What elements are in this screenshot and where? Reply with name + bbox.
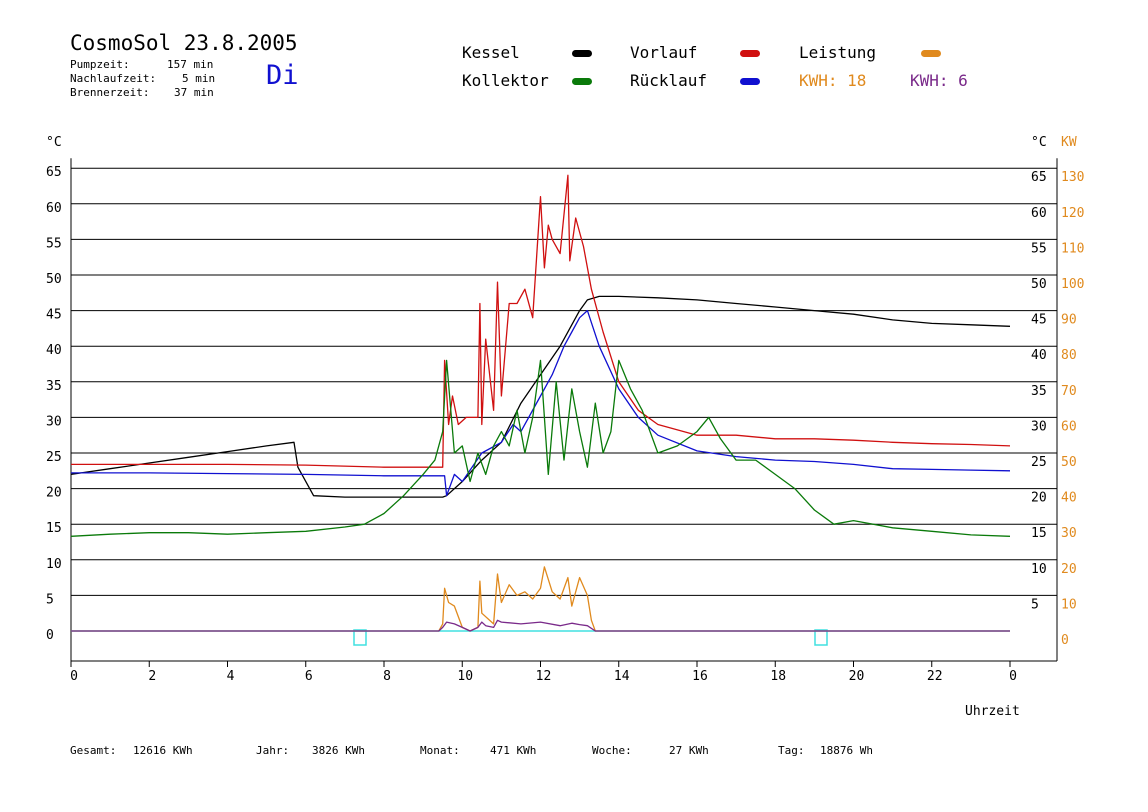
timer-marker [353,629,367,646]
x-tick-label: 22 [927,669,943,684]
y-kw-tick-label: 100 [1061,277,1084,292]
y-right-tick-label: 35 [1031,384,1047,399]
x-tick-label: 12 [536,669,552,684]
series-line-leistung2 [71,619,1010,632]
y-left-tick-label: 60 [46,201,62,216]
series-line-kessel [70,295,1011,498]
series-line-kollektor [70,359,1011,537]
y-right-tick-label: 65 [1031,170,1047,185]
y-kw-tick-label: 90 [1061,313,1077,328]
series-line-vorlauf [71,174,1011,468]
y-kw-tick-label: 10 [1061,597,1077,612]
chart-title: CosmoSol 23.8.2005 [70,31,298,55]
legend-ruecklauf-swatch [740,78,760,85]
x-tick-label: 8 [383,669,391,684]
footer-jahr-label: Jahr: [256,744,290,757]
stat-nachlaufzeit-value: 5 min [182,72,216,85]
y-kw-tick-label: 20 [1061,562,1077,577]
y-kw-tick-label: 130 [1061,170,1084,185]
x-tick-label: 0 [70,669,78,684]
x-axis-label: Uhrzeit [965,704,1020,719]
y-kw-tick-label: 120 [1061,206,1084,221]
x-tick-label: 16 [692,669,708,684]
stat-brennerzeit-label: Brennerzeit: [70,86,150,99]
series-line-leistung [71,566,1010,632]
legend-leistung-swatch [921,50,941,57]
y-right-tick-label: 25 [1031,455,1047,470]
y-left-tick-label: 10 [46,557,62,572]
legend-kwh-total: KWH: 18 [799,71,867,90]
legend-kessel-swatch [572,50,592,57]
y-right-tick-label: 5 [1031,597,1039,612]
y-left-tick-label: 55 [46,236,62,251]
footer-jahr-value: 3826 KWh [312,744,365,757]
legend-kwh-secondary: KWH: 6 [910,71,968,90]
stat-brennerzeit-value: 37 min [174,86,214,99]
y-left-tick-label: 0 [46,628,54,643]
y-right-unit-label: °C [1031,135,1047,150]
y-left-tick-label: 15 [46,521,62,536]
y-left-tick-label: 65 [46,165,62,180]
y-left-tick-label: 45 [46,308,62,323]
x-tick-label: 0 [1009,669,1017,684]
y-right-tick-label: 10 [1031,562,1047,577]
footer-tag-label: Tag: [778,744,805,757]
legend-vorlauf-label: Vorlauf [630,43,698,62]
y-right-tick-label: 60 [1031,206,1047,221]
y-left-tick-label: 50 [46,272,62,287]
legend-vorlauf-swatch [740,50,760,57]
y-kw-tick-label: 70 [1061,384,1077,399]
footer-woche-label: Woche: [592,744,632,757]
y-kw-unit-label: KW [1061,135,1077,150]
y-kw-tick-label: 110 [1061,241,1084,256]
x-tick-label: 6 [305,669,313,684]
x-tick-label: 20 [849,669,865,684]
x-tick-label: 2 [148,669,156,684]
y-left-tick-label: 20 [46,486,62,501]
x-tick-label: 14 [614,669,630,684]
legend-leistung-label: Leistung [799,43,877,62]
y-kw-tick-label: 0 [1061,633,1069,648]
footer-gesamt-label: Gesamt: [70,744,117,757]
y-left-tick-label: 5 [46,592,54,607]
weekday-label: Di [266,60,299,91]
y-kw-tick-label: 50 [1061,455,1077,470]
y-kw-tick-label: 60 [1061,419,1077,434]
footer-gesamt-value: 12616 KWh [133,744,193,757]
x-tick-label: 4 [227,669,235,684]
y-right-tick-label: 30 [1031,419,1047,434]
y-left-tick-label: 40 [46,343,62,358]
x-tick-label: 10 [457,669,473,684]
y-right-tick-label: 15 [1031,526,1047,541]
x-tick-label: 18 [770,669,786,684]
series-line-ruecklauf [71,309,1011,497]
legend-kessel-label: Kessel [462,43,520,62]
y-kw-tick-label: 40 [1061,491,1077,506]
y-right-tick-label: 20 [1031,491,1047,506]
stat-pumpzeit-label: Pumpzeit: [70,58,130,71]
legend-ruecklauf-label: Rücklauf [630,71,708,90]
legend-kollektor-label: Kollektor [462,71,549,90]
footer-tag-value: 18876 Wh [820,744,873,757]
y-right-tick-label: 45 [1031,313,1047,328]
timer-marker [814,629,828,646]
y-kw-tick-label: 80 [1061,348,1077,363]
y-right-tick-label: 55 [1031,241,1047,256]
stat-pumpzeit-value: 157 min [167,58,214,71]
y-left-tick-label: 30 [46,414,62,429]
y-left-unit-label: °C [46,135,62,150]
footer-monat-value: 471 KWh [490,744,537,757]
y-right-tick-label: 50 [1031,277,1047,292]
stat-nachlaufzeit-label: Nachlaufzeit: [70,72,157,85]
y-kw-tick-label: 30 [1061,526,1077,541]
footer-monat-label: Monat: [420,744,460,757]
y-right-tick-label: 40 [1031,348,1047,363]
footer-woche-value: 27 KWh [669,744,709,757]
y-left-tick-label: 35 [46,379,62,394]
y-left-tick-label: 25 [46,450,62,465]
legend-kollektor-swatch [572,78,592,85]
